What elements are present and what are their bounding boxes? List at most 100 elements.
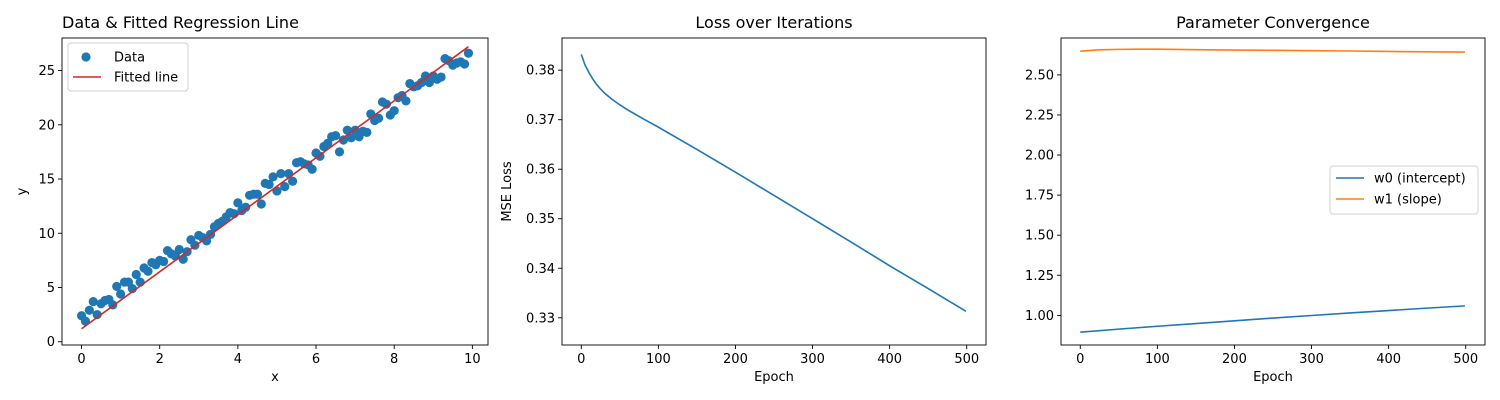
data-point — [459, 59, 470, 69]
x-tick-label: 300 — [1299, 352, 1324, 367]
data-point — [143, 266, 153, 276]
data-point — [116, 289, 126, 299]
data-point — [276, 169, 286, 179]
data-point — [159, 256, 169, 267]
data-point — [389, 106, 399, 116]
y-tick-label: 0.35 — [526, 212, 555, 227]
y-tick-label: 1.25 — [1025, 269, 1054, 284]
chart-3: Parameter Convergence 0 100 200 300 400 500 1.0… — [1025, 13, 1486, 385]
data-point — [131, 269, 141, 280]
x-tick-label: 0 — [77, 352, 85, 367]
axes-frame — [61, 37, 489, 346]
data-point — [233, 198, 243, 208]
y-tick-label: 1.50 — [1025, 229, 1054, 244]
legend-label-w0: w0 (intercept) — [1374, 172, 1466, 187]
data-point — [338, 135, 348, 145]
y-tick-label: 2.50 — [1025, 68, 1054, 83]
x-tick-label: 200 — [723, 352, 748, 367]
x-tick-label: 500 — [954, 352, 979, 367]
chart-title: Data & Fitted Regression Line — [62, 13, 299, 32]
axes-frame — [1060, 37, 1486, 346]
x-axis-label: Epoch — [1253, 370, 1293, 385]
data-point — [346, 133, 356, 143]
legend: Data Fitted line — [67, 42, 189, 92]
y-axis-label: MSE Loss — [500, 161, 515, 222]
y-tick-label: 0.36 — [526, 163, 555, 178]
y-tick-label: 25 — [38, 64, 55, 79]
data-point — [463, 48, 474, 58]
data-point — [268, 172, 278, 182]
axes-frame — [561, 37, 987, 346]
x-tick-label: 100 — [1145, 352, 1170, 367]
chart-2: Loss over Iterations 0 100 200 300 400 500 0.33… — [500, 13, 987, 385]
y-tick-label: 0.34 — [526, 262, 555, 277]
x-tick-label: 500 — [1453, 352, 1478, 367]
y-tick-label: 1.00 — [1025, 309, 1054, 324]
y-tick-label: 0.38 — [526, 64, 555, 79]
series-line — [580, 54, 967, 313]
data-point — [241, 202, 251, 212]
x-tick-label: 200 — [1222, 352, 1247, 367]
y-tick-label: 0.37 — [526, 113, 555, 128]
chart-title: Parameter Convergence — [1176, 13, 1370, 32]
plot-area — [76, 46, 474, 330]
data-point — [280, 182, 290, 192]
x-axis-label: Epoch — [754, 370, 794, 385]
chart-1: Data & Fitted Regression Line 0 2 4 6 8 10 0 5 10… — [15, 13, 489, 385]
data-point — [112, 281, 122, 292]
y-tick-label: 0 — [47, 335, 55, 350]
x-tick-label: 300 — [800, 352, 825, 367]
legend-label-w1: w1 (slope) — [1374, 193, 1442, 208]
data-point — [307, 164, 317, 174]
legend-box — [67, 42, 189, 92]
data-point — [436, 72, 446, 82]
y-tick-label: 15 — [38, 173, 55, 188]
series-line — [1080, 305, 1466, 333]
data-point — [252, 189, 263, 199]
data-point — [287, 176, 298, 186]
legend-label-line: Fitted line — [114, 71, 178, 86]
y-tick-label: 2.00 — [1025, 149, 1054, 164]
chart-title: Loss over Iterations — [695, 13, 852, 32]
y-axis-label: y — [15, 187, 30, 195]
data-point — [401, 96, 411, 106]
data-point — [334, 147, 345, 157]
x-tick-label: 400 — [877, 352, 902, 367]
x-tick-label: 4 — [234, 352, 242, 367]
data-point — [264, 179, 274, 190]
x-tick-label: 6 — [312, 352, 320, 367]
data-point — [373, 113, 384, 123]
x-tick-label: 8 — [390, 352, 398, 367]
x-tick-label: 400 — [1376, 352, 1401, 367]
data-point — [174, 244, 184, 255]
x-tick-label: 2 — [156, 352, 164, 367]
data-point — [88, 297, 98, 307]
data-point — [381, 99, 391, 109]
legend-label-data: Data — [114, 51, 145, 66]
series-line — [1080, 48, 1465, 53]
plot-area — [580, 54, 967, 313]
x-tick-label: 0 — [1076, 352, 1084, 367]
data-point — [362, 127, 372, 137]
y-tick-label: 2.25 — [1025, 108, 1054, 123]
y-tick-label: 0.33 — [526, 311, 555, 326]
plot-area — [1080, 48, 1466, 333]
data-point — [84, 305, 94, 315]
data-point — [256, 199, 266, 209]
data-point — [92, 310, 102, 320]
y-tick-label: 20 — [38, 118, 55, 133]
legend-marker-data — [81, 52, 91, 62]
x-tick-label: 0 — [577, 352, 585, 367]
legend: w0 (intercept) w1 (slope) — [1329, 165, 1479, 215]
x-axis-label: x — [271, 370, 279, 385]
fitted-line — [81, 46, 469, 330]
y-tick-label: 5 — [47, 281, 55, 296]
data-point — [330, 131, 341, 141]
x-tick-label: 100 — [646, 352, 671, 367]
y-tick-label: 1.75 — [1025, 189, 1054, 204]
y-tick-label: 10 — [38, 227, 55, 242]
legend-box — [1329, 165, 1479, 215]
